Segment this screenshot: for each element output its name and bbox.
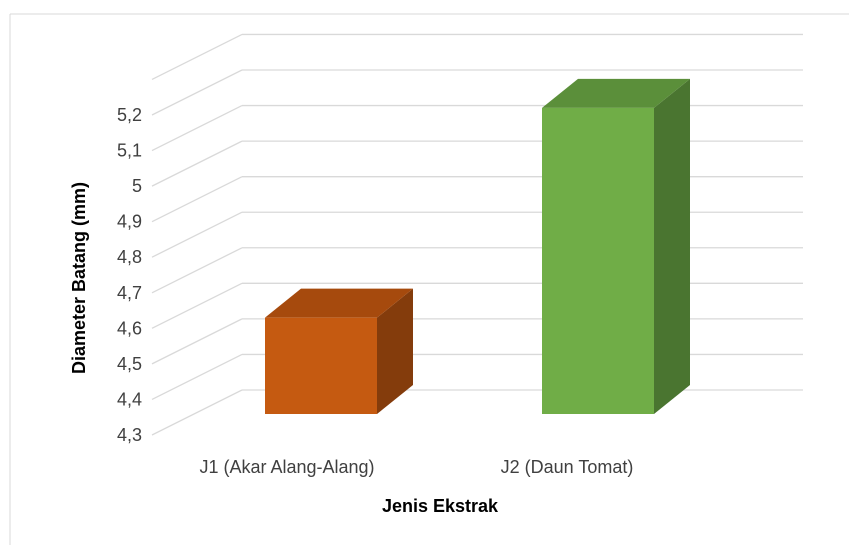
y-tick-label: 4,3 [117,425,142,445]
bar-top [542,78,690,108]
gridline-diagonal [151,389,243,436]
y-tick-label: 4,6 [117,318,142,338]
gridline-diagonal [151,104,243,152]
gridlines [151,33,803,436]
gridline-diagonal [151,176,243,223]
y-tick-label: 4,5 [117,354,142,374]
bars [265,78,690,414]
bar-top [265,288,413,318]
gridline-diagonal [151,140,243,187]
gridline-diagonal [151,318,243,365]
bar-side [377,288,413,414]
y-tick-label: 4,4 [117,389,142,409]
y-tick-label: 5,2 [117,105,142,125]
gridline-diagonal [151,353,243,401]
y-tick-label: 5 [132,176,142,196]
gridline-diagonal [151,282,243,329]
bar-side [654,78,690,414]
y-tick-label: 4,7 [117,283,142,303]
y-tick-label: 4,8 [117,247,142,267]
gridline-diagonal [151,33,243,81]
gridline-diagonal [151,211,243,258]
bar [542,107,654,414]
x-axis-categories: J1 (Akar Alang-Alang) J2 (Daun Tomat) [199,457,633,477]
y-tick-label: 4,9 [117,212,142,232]
x-axis-title: Jenis Ekstrak [382,496,499,516]
gridline-diagonal [151,247,243,294]
y-tick-label: 5,1 [117,141,142,161]
y-axis-ticks: 4,3 4,4 4,5 4,6 4,7 4,8 4,9 5 5,1 5,2 [117,105,142,445]
bar [265,317,377,414]
gridline-diagonal [151,69,243,116]
x-category-label: J1 (Akar Alang-Alang) [199,457,374,477]
y-axis-title: Diameter Batang (mm) [69,182,89,374]
chart-frame [9,13,849,545]
x-category-label: J2 (Daun Tomat) [501,457,634,477]
